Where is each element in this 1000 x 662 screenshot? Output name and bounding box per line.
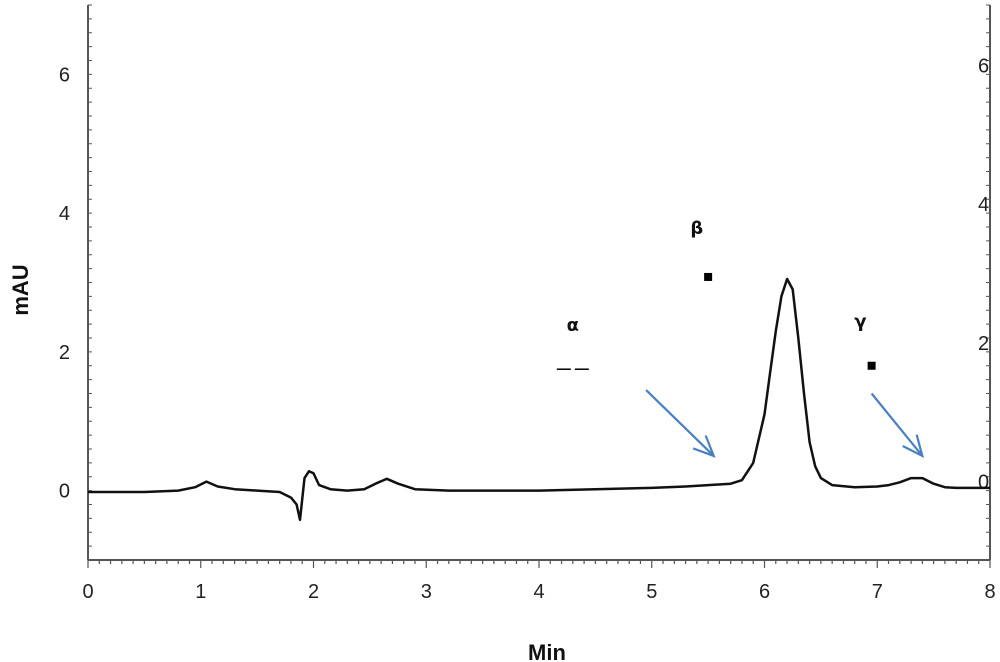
x-tick-label: 5 [646,581,657,603]
tick-marks [87,4,991,568]
right-y-tick-label: 2 [978,333,989,355]
arrow-head [692,435,716,458]
peak-label: γ [854,312,866,333]
tick-labels: 0 1 2 3 4 5 6 7 8 0 2 4 6 0 2 4 6 [59,55,996,603]
x-tick-label: 4 [533,581,544,603]
x-tick-label: 1 [195,581,206,603]
x-tick-label: 7 [872,581,883,603]
right-y-tick-label: 6 [978,55,989,77]
y-tick-label: 4 [59,203,70,225]
arrow-shaft [645,389,715,457]
x-tick-label: 0 [82,581,93,603]
chromatogram-trace [88,277,990,522]
peak-marker-square [867,361,876,370]
arrow-head [902,434,925,459]
y-tick-label: 2 [59,342,70,364]
x-tick-label: 6 [759,581,770,603]
peak-label: α [567,315,579,336]
right-y-tick-label: 4 [978,194,989,216]
x-tick-label: 3 [421,581,432,603]
x-axis-title: Min [528,640,566,662]
peak-marker-square [704,272,713,281]
x-tick-label: 8 [984,581,995,603]
x-tick-label: 2 [308,581,319,603]
axes [87,5,991,561]
peak-annotations: α β γ [556,218,876,370]
y-axis-title: mAU [8,264,33,315]
arrow-shaft [870,392,924,457]
y-tick-label: 0 [59,481,70,503]
right-y-tick-label: 0 [978,472,989,494]
annotation-arrows [645,389,925,459]
peak-label: β [690,218,703,239]
y-tick-label: 6 [59,64,70,86]
